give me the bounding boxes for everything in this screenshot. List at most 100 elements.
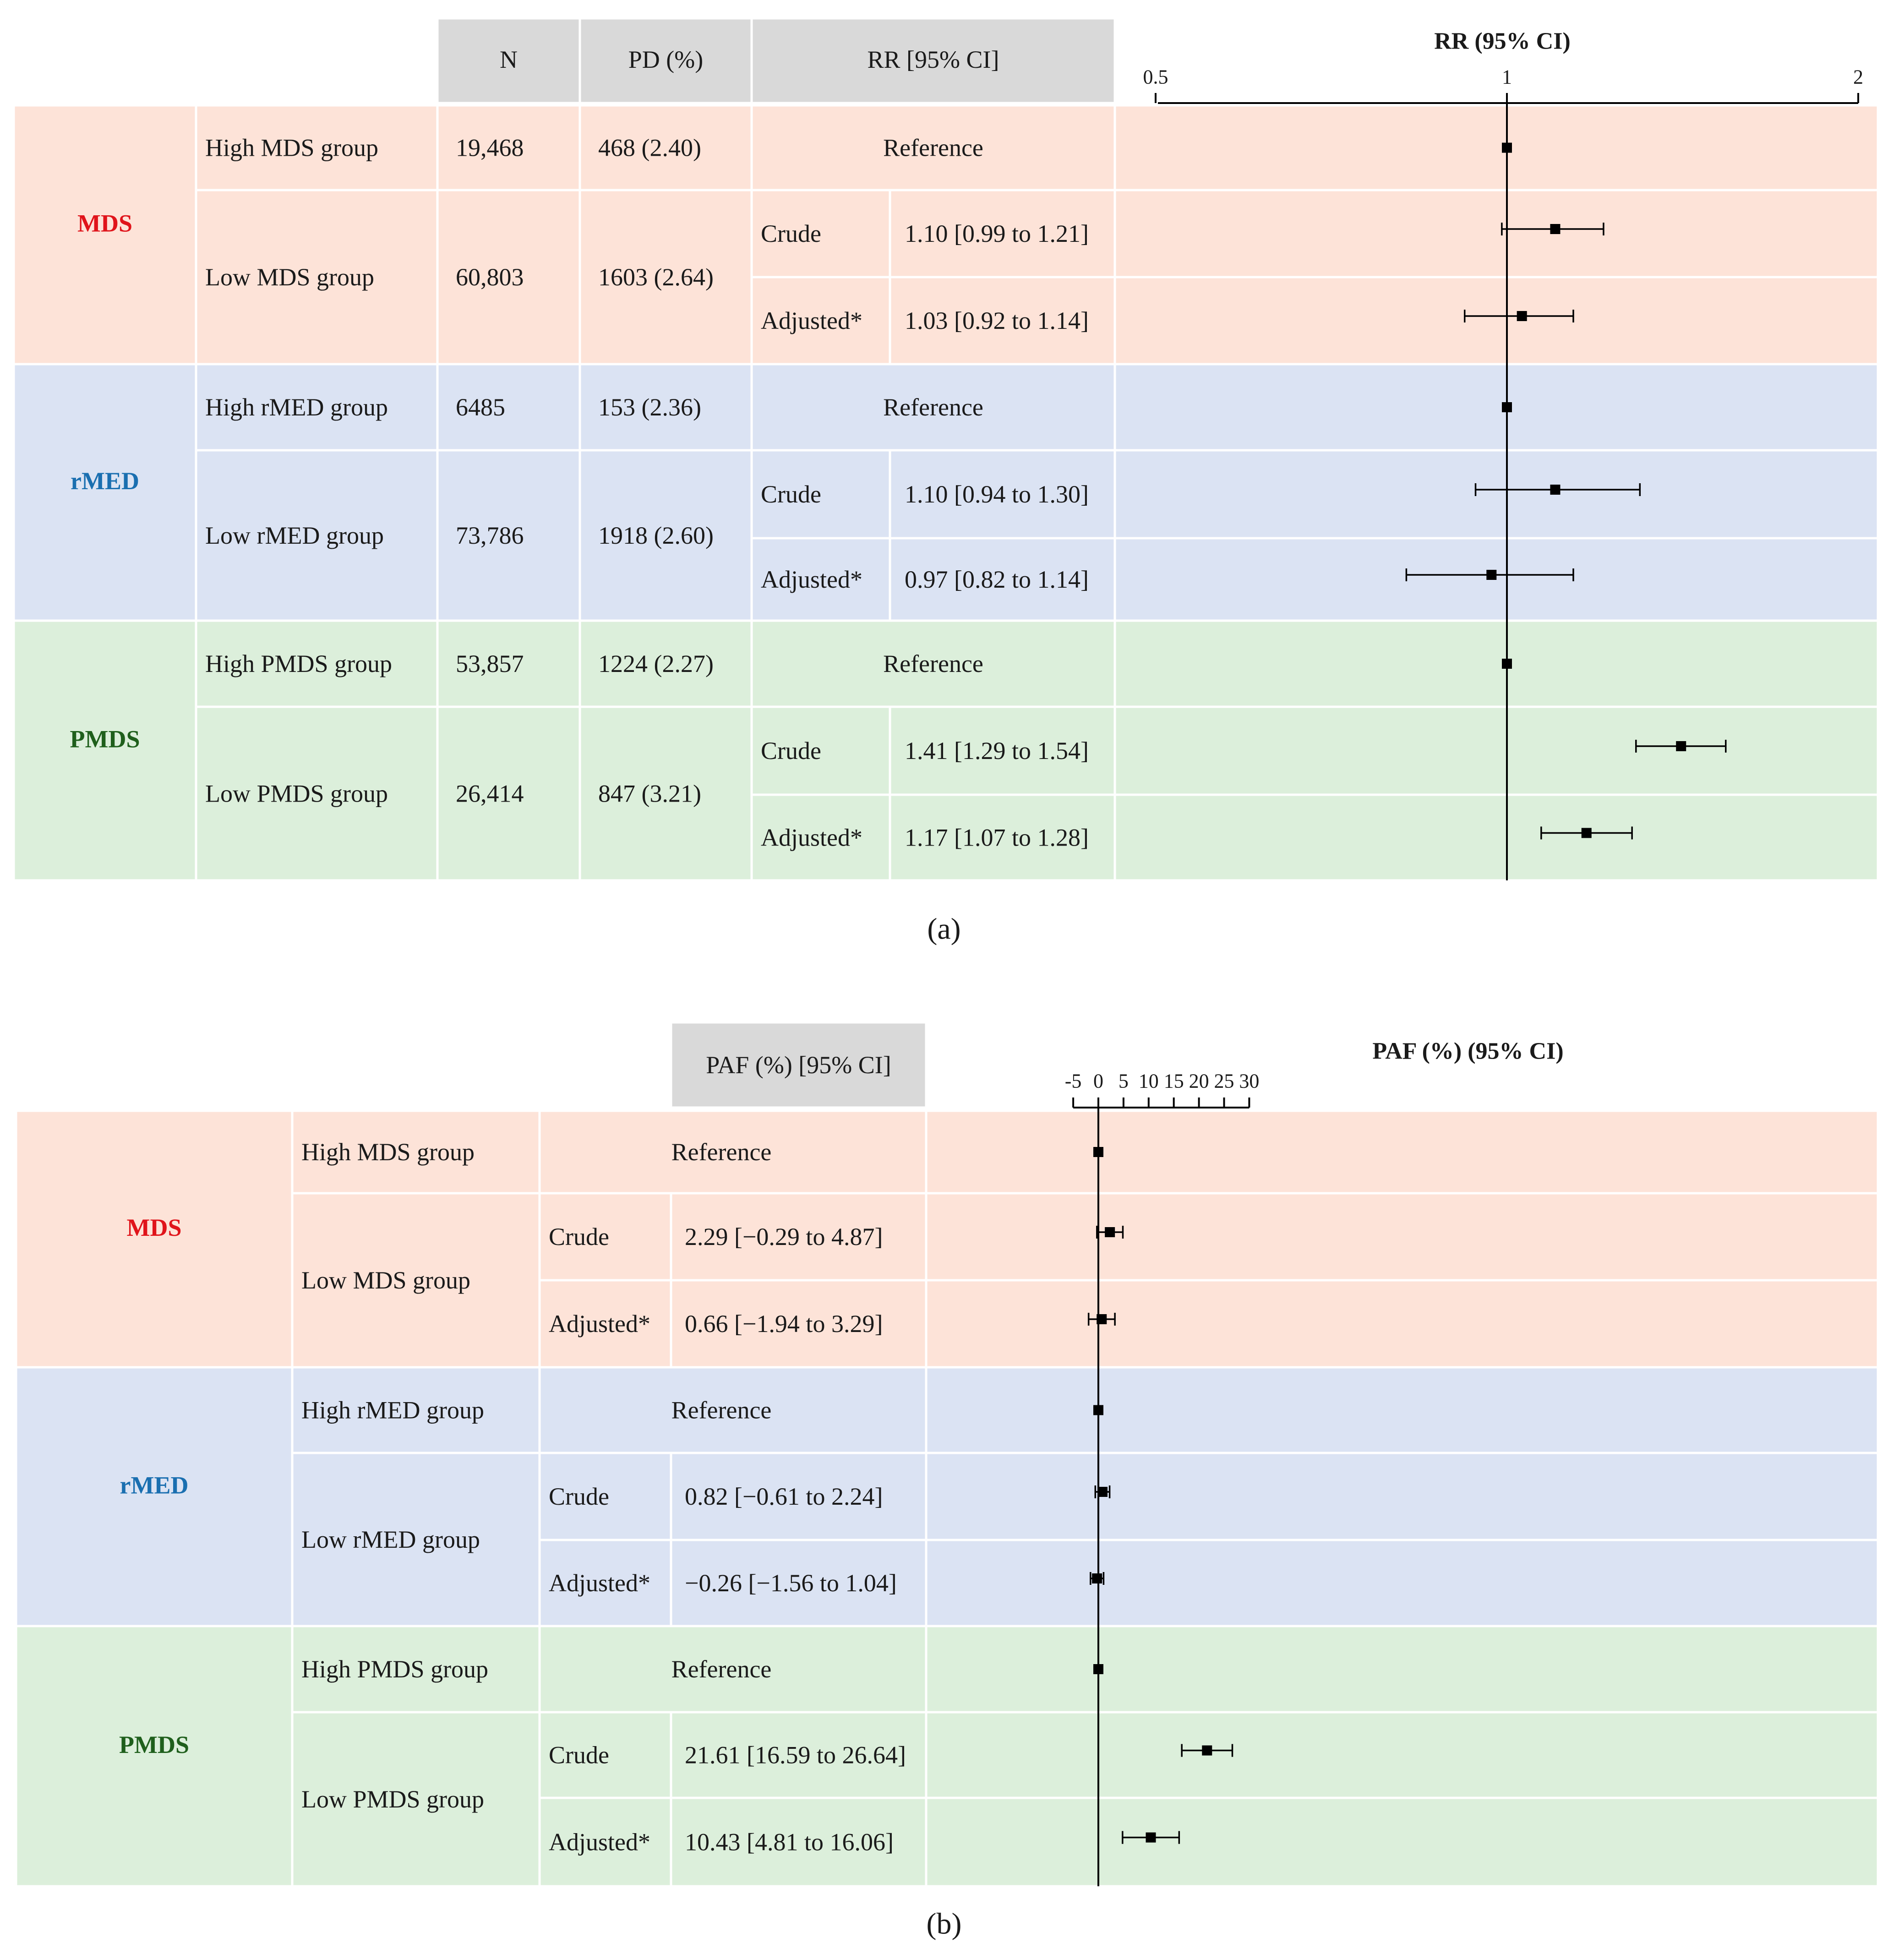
panel-a-group-label-rmed: rMED	[71, 467, 139, 495]
panel-b-estimate-type-cell	[538, 1192, 672, 1282]
panel-a-plot-cell	[1113, 363, 1879, 452]
panel-a-pmds-crude-marker	[1676, 741, 1686, 751]
panel-a-pd-value: 847 (3.21)	[598, 780, 701, 808]
panel-b-estimate-type-cell	[538, 1796, 672, 1888]
panel-a-n-cell	[436, 619, 581, 708]
panel-a-pmds-adjusted-marker	[1581, 828, 1592, 838]
panel-b-caption: (b)	[927, 1907, 962, 1941]
panel-a-pd-cell	[578, 619, 753, 708]
panel-a-caption: (a)	[927, 912, 960, 946]
panel-b-row-label: Low MDS group	[301, 1267, 470, 1294]
panel-b-estimate-text: −0.26 [−1.56 to 1.04]	[685, 1569, 897, 1597]
panel-a-plot-cell	[1113, 276, 1879, 366]
panel-b-group-label-rmed: rMED	[120, 1472, 189, 1499]
panel-a-row-label: High rMED group	[205, 393, 388, 421]
panel-b-group-cell-mds	[15, 1109, 294, 1369]
panel-b-estimate-cell	[670, 1452, 928, 1541]
panel-b-estimate-type: Adjusted*	[549, 1310, 650, 1338]
panel-a-column-header-3: RR [95% CI]	[868, 46, 999, 73]
panel-b-rmed-crude-marker	[1097, 1487, 1108, 1497]
panel-a-plot-cell	[1113, 705, 1879, 796]
panel-a-estimate-text: 1.10 [0.94 to 1.30]	[905, 480, 1089, 508]
panel-b-estimate-type-cell	[538, 1452, 672, 1541]
panel-b-group-label-pmds: PMDS	[119, 1731, 189, 1758]
panel-a-tick-label-2: 2	[1853, 66, 1863, 88]
panel-b-estimate-text: 0.82 [−0.61 to 2.24]	[685, 1483, 883, 1510]
panel-a-rmed-crude-marker	[1550, 485, 1561, 495]
panel-a-estimate-cell	[889, 793, 1116, 882]
panel-b-plot-cell	[925, 1796, 1879, 1888]
panel-a-estimate-cell	[889, 449, 1116, 540]
panel-a-plot-cell	[1113, 619, 1879, 708]
panel-b-estimate-type: Adjusted*	[549, 1829, 650, 1856]
panel-b-estimate-type-cell	[538, 1279, 672, 1369]
panel-b-plot-cell	[925, 1452, 1879, 1541]
panel-b-plot-cell	[925, 1366, 1879, 1454]
panel-a-pd-value: 1603 (2.64)	[598, 263, 714, 291]
panel-b-pmds-crude-marker	[1202, 1745, 1212, 1756]
panel-a-axis-title: RR (95% CI)	[1434, 28, 1571, 55]
panel-a-estimate-text: 0.97 [0.82 to 1.14]	[905, 566, 1089, 593]
panel-b-tick-label-4: 15	[1164, 1070, 1184, 1092]
panel-b-rmed-adjusted-marker	[1092, 1573, 1102, 1583]
panel-a-reference-label: Reference	[883, 393, 983, 421]
panel-b-reference-cell	[538, 1366, 928, 1454]
panel-b-group-cell-rmed	[15, 1366, 294, 1627]
panel-a-estimate-type: Adjusted*	[761, 824, 862, 852]
panel-a-tick-label-0: 0.5	[1143, 66, 1168, 88]
panel-a-row-label: Low MDS group	[205, 263, 374, 291]
panel-a-header-cell-1	[436, 17, 581, 104]
panel-a-estimate-type-cell	[750, 705, 891, 796]
panel-b-plot-cell	[925, 1192, 1879, 1282]
panel-a-n-value: 26,414	[456, 780, 524, 808]
panel-a-n-cell	[436, 104, 581, 191]
panel-a-pd-cell	[578, 189, 753, 366]
panel-b-tick-label-6: 25	[1214, 1070, 1234, 1092]
panel-a-estimate-type-cell	[750, 276, 891, 366]
panel-b-plot-cell	[925, 1711, 1879, 1799]
panel-a-n-cell	[436, 449, 581, 622]
panel-b-header-cell	[670, 1021, 928, 1109]
panel-a-row-label-cell	[195, 449, 439, 622]
panel-a-plot-cell	[1113, 189, 1879, 278]
panel-b-estimate-text: 10.43 [4.81 to 16.06]	[685, 1829, 894, 1856]
panel-a-group-label-mds: MDS	[77, 210, 132, 237]
panel-b-pmds-adjusted-marker	[1146, 1832, 1156, 1843]
panel-b-tick-label-1: 0	[1093, 1070, 1103, 1092]
panel-a-row-label-cell	[195, 363, 439, 452]
panel-b-row-label: Low PMDS group	[301, 1785, 484, 1813]
panel-b-tick-label-2: 5	[1119, 1070, 1129, 1092]
panel-a-n-value: 60,803	[456, 263, 524, 291]
panel-b-group-label-mds: MDS	[127, 1214, 182, 1241]
panel-b-tick-label-0: -5	[1065, 1070, 1082, 1092]
panel-a-pd-value: 468 (2.40)	[598, 134, 701, 162]
panel-b-estimate-type: Crude	[549, 1483, 609, 1510]
panel-a-estimate-type-cell	[750, 793, 891, 882]
panel-a-row-label: High MDS group	[205, 134, 378, 162]
panel-b-row-label: High PMDS group	[301, 1655, 488, 1683]
panel-a-pd-cell	[578, 705, 753, 882]
panel-b-group-cell-pmds	[15, 1625, 294, 1888]
panel-a-plot-cell	[1113, 104, 1879, 191]
panel-b-estimate-type: Crude	[549, 1742, 609, 1769]
panel-b-tick-label-5: 20	[1189, 1070, 1209, 1092]
panel-a-group-cell-mds	[12, 104, 197, 366]
panel-a-n-value: 19,468	[456, 134, 524, 162]
panel-a-row-label: High PMDS group	[205, 650, 392, 677]
panel-b-reference-cell	[538, 1625, 928, 1714]
panel-b-mds-crude-marker	[1105, 1227, 1115, 1237]
panel-a-row-label: Low PMDS group	[205, 780, 388, 808]
panel-a-pd-cell	[578, 449, 753, 622]
panel-b-axis-title: PAF (%) (95% CI)	[1372, 1038, 1563, 1065]
panel-b-estimate-text: 2.29 [−0.29 to 4.87]	[685, 1223, 883, 1250]
panel-a-reference-label: Reference	[883, 650, 983, 677]
panel-a-estimate-cell	[889, 189, 1116, 278]
panel-a-rmed-adjusted-marker	[1486, 570, 1497, 580]
panel-a-tick-label-1: 1	[1502, 66, 1512, 88]
panel-a-estimate-text: 1.10 [0.99 to 1.21]	[905, 220, 1089, 247]
panel-a-reference-cell	[750, 363, 1116, 452]
panel-a-group-label-pmds: PMDS	[70, 726, 140, 753]
panel-a-plot-cell	[1113, 793, 1879, 882]
panel-a-row-label: Low rMED group	[205, 522, 384, 549]
